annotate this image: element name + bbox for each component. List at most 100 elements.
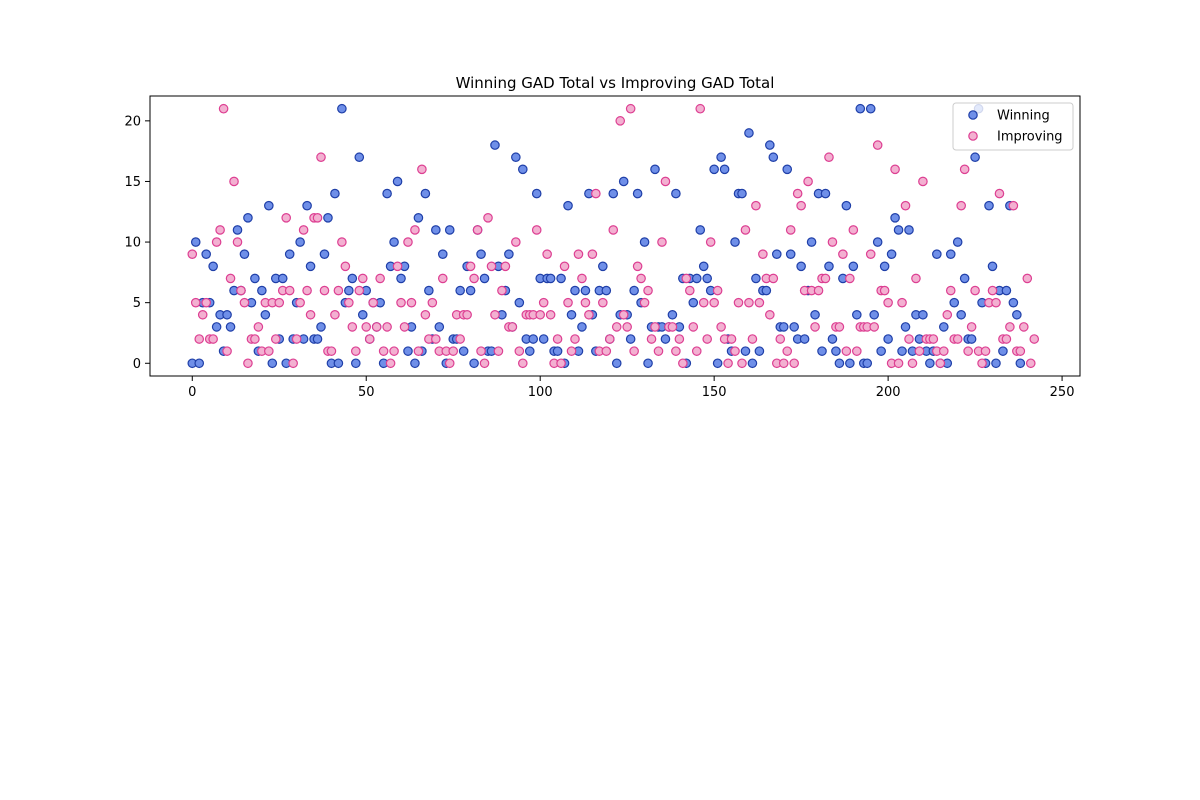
plot-area bbox=[187, 103, 1040, 369]
improving-point bbox=[695, 103, 706, 114]
y-tick-label: 20 bbox=[124, 114, 141, 129]
winning-point bbox=[580, 285, 591, 296]
improving-point bbox=[942, 309, 953, 320]
improving-point bbox=[629, 346, 639, 356]
winning-point bbox=[876, 346, 886, 356]
improving-point bbox=[681, 273, 692, 284]
x-tick-label: 100 bbox=[528, 385, 553, 400]
winning-point bbox=[504, 249, 514, 259]
improving-point bbox=[678, 358, 688, 369]
improving-point bbox=[765, 309, 775, 320]
improving-point bbox=[406, 297, 417, 308]
improving-point bbox=[970, 285, 980, 296]
improving-point bbox=[535, 309, 545, 320]
improving-point bbox=[751, 200, 761, 211]
improving-point bbox=[225, 273, 236, 284]
winning-point bbox=[841, 200, 852, 211]
winning-point bbox=[852, 309, 862, 320]
improving-point bbox=[904, 334, 914, 344]
winning-point bbox=[389, 237, 399, 247]
winning-point bbox=[344, 285, 354, 296]
winning-point bbox=[354, 152, 365, 163]
winning-point bbox=[201, 249, 211, 259]
winning-point bbox=[524, 346, 535, 356]
winning-point bbox=[302, 200, 312, 211]
improving-point bbox=[573, 249, 584, 259]
winning-point bbox=[511, 152, 521, 163]
improving-point bbox=[493, 346, 504, 356]
winning-point bbox=[598, 261, 608, 272]
winning-point bbox=[987, 261, 998, 272]
x-tick-label: 250 bbox=[1050, 385, 1075, 400]
improving-point bbox=[657, 237, 667, 247]
winning-point bbox=[904, 225, 914, 235]
winning-point bbox=[514, 297, 525, 308]
winning-point bbox=[618, 176, 629, 187]
winning-point bbox=[284, 249, 295, 259]
winning-point bbox=[660, 334, 671, 344]
winning-point bbox=[232, 225, 243, 235]
winning-point bbox=[970, 152, 980, 163]
improving-point bbox=[740, 225, 751, 235]
winning-point bbox=[918, 309, 928, 320]
winning-point bbox=[768, 152, 779, 163]
improving-point bbox=[476, 346, 486, 356]
winning-point bbox=[625, 334, 636, 344]
improving-point bbox=[479, 358, 490, 369]
winning-point bbox=[257, 285, 267, 296]
improving-point bbox=[431, 334, 441, 344]
winning-point bbox=[316, 322, 326, 332]
improving-point bbox=[545, 309, 556, 320]
winning-point bbox=[719, 164, 730, 175]
improving-point bbox=[890, 164, 900, 175]
improving-point bbox=[608, 225, 619, 235]
improving-point bbox=[190, 297, 201, 308]
improving-point bbox=[737, 358, 747, 369]
winning-point bbox=[869, 309, 879, 320]
improving-point bbox=[615, 116, 626, 126]
x-tick-label: 0 bbox=[188, 385, 196, 400]
winning-point bbox=[330, 188, 340, 199]
winning-point bbox=[566, 309, 577, 320]
improving-point bbox=[688, 322, 699, 332]
improving-point bbox=[625, 103, 636, 114]
winning-point bbox=[709, 164, 719, 175]
winning-point bbox=[897, 346, 907, 356]
improving-point bbox=[333, 285, 344, 296]
improving-point bbox=[911, 273, 921, 284]
y-axis: 0 5 10 15 20 bbox=[124, 114, 150, 372]
improving-point bbox=[966, 322, 977, 332]
improving-point bbox=[845, 273, 855, 284]
x-axis: 0 50 100 150 200 250 bbox=[188, 376, 1074, 400]
improving-point bbox=[852, 346, 862, 356]
winning-point bbox=[382, 188, 392, 199]
improving-point bbox=[918, 176, 928, 187]
winning-point bbox=[469, 358, 479, 369]
winning-point bbox=[444, 225, 455, 235]
winning-point bbox=[403, 346, 413, 356]
improving-point bbox=[1019, 322, 1029, 332]
improving-point bbox=[284, 285, 295, 296]
winning-point bbox=[691, 273, 702, 284]
improving-point bbox=[643, 285, 653, 296]
winning-point bbox=[437, 249, 448, 259]
improving-point bbox=[622, 322, 632, 332]
improving-point bbox=[632, 261, 643, 272]
improving-point bbox=[747, 334, 758, 344]
winning-point bbox=[778, 322, 789, 332]
improving-point bbox=[796, 200, 806, 211]
winning-point bbox=[984, 200, 994, 211]
improving-point bbox=[768, 273, 779, 284]
winning-point bbox=[765, 140, 775, 150]
winning-point bbox=[872, 237, 883, 247]
winning-point bbox=[490, 140, 500, 150]
improving-point bbox=[281, 213, 292, 223]
winning-point bbox=[424, 285, 434, 296]
winning-point bbox=[751, 273, 761, 284]
y-tick-label: 0 bbox=[133, 357, 141, 372]
winning-point bbox=[824, 261, 834, 272]
improving-point bbox=[604, 334, 615, 344]
improving-point bbox=[813, 285, 824, 296]
improving-point bbox=[243, 358, 253, 369]
winning-point bbox=[222, 309, 232, 320]
